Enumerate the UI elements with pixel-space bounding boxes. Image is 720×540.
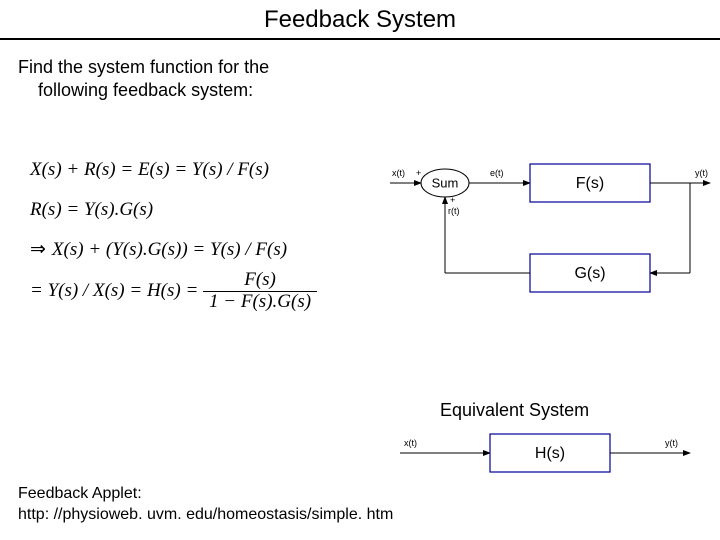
equation-3: ⇒ X(s) + (Y(s).G(s)) = Y(s) / F(s) xyxy=(30,230,317,270)
sum-label: Sum xyxy=(432,175,459,190)
prompt-line-1: Find the system function for the xyxy=(18,57,269,77)
problem-prompt: Find the system function for the followi… xyxy=(18,56,269,103)
f-block-label: F(s) xyxy=(576,175,604,192)
derivation-equations: X(s) + R(s) = E(s) = Y(s) / F(s) R(s) = … xyxy=(30,150,317,312)
footer-line-1: Feedback Applet: xyxy=(18,485,142,502)
equation-1: X(s) + R(s) = E(s) = Y(s) / F(s) xyxy=(30,150,317,190)
equation-4: = Y(s) / X(s) = H(s) = F(s) 1 − F(s).G(s… xyxy=(30,270,317,313)
equivalent-block-diagram: x(t) H(s) y(t) xyxy=(400,426,700,496)
footer-applet-link: Feedback Applet: http: //physioweb. uvm.… xyxy=(18,484,393,526)
prompt-line-2: following feedback system: xyxy=(38,80,253,100)
equiv-signal-x-label: x(t) xyxy=(404,438,417,448)
signal-y-label: y(t) xyxy=(695,168,708,178)
eq4-fraction: F(s) 1 − F(s).G(s) xyxy=(203,270,317,313)
equiv-signal-y-label: y(t) xyxy=(665,438,678,448)
page-title: Feedback System xyxy=(0,6,720,34)
footer-line-2: http: //physioweb. uvm. edu/homeostasis/… xyxy=(18,506,393,523)
eq4-denominator: 1 − F(s).G(s) xyxy=(203,291,317,313)
sum-plus-bottom: + xyxy=(450,195,455,205)
title-underline xyxy=(0,38,720,40)
eq3-text: X(s) + (Y(s).G(s)) = Y(s) / F(s) xyxy=(52,239,287,260)
signal-r-label: r(t) xyxy=(448,206,460,216)
equation-2: R(s) = Y(s).G(s) xyxy=(30,190,317,230)
eq4-numerator: F(s) xyxy=(203,270,317,291)
h-block-label: H(s) xyxy=(535,445,565,462)
equivalent-system-heading: Equivalent System xyxy=(440,400,589,421)
feedback-block-diagram: x(t) + Sum e(t) F(s) y(t) G(s) r(t) + xyxy=(390,158,710,318)
eq4-lhs: = Y(s) / X(s) = H(s) = xyxy=(30,279,203,300)
sum-plus-top: + xyxy=(416,168,421,178)
signal-x-label: x(t) xyxy=(392,168,405,178)
signal-e-label: e(t) xyxy=(490,168,504,178)
implies-icon: ⇒ xyxy=(30,239,46,260)
g-block-label: G(s) xyxy=(574,265,605,282)
